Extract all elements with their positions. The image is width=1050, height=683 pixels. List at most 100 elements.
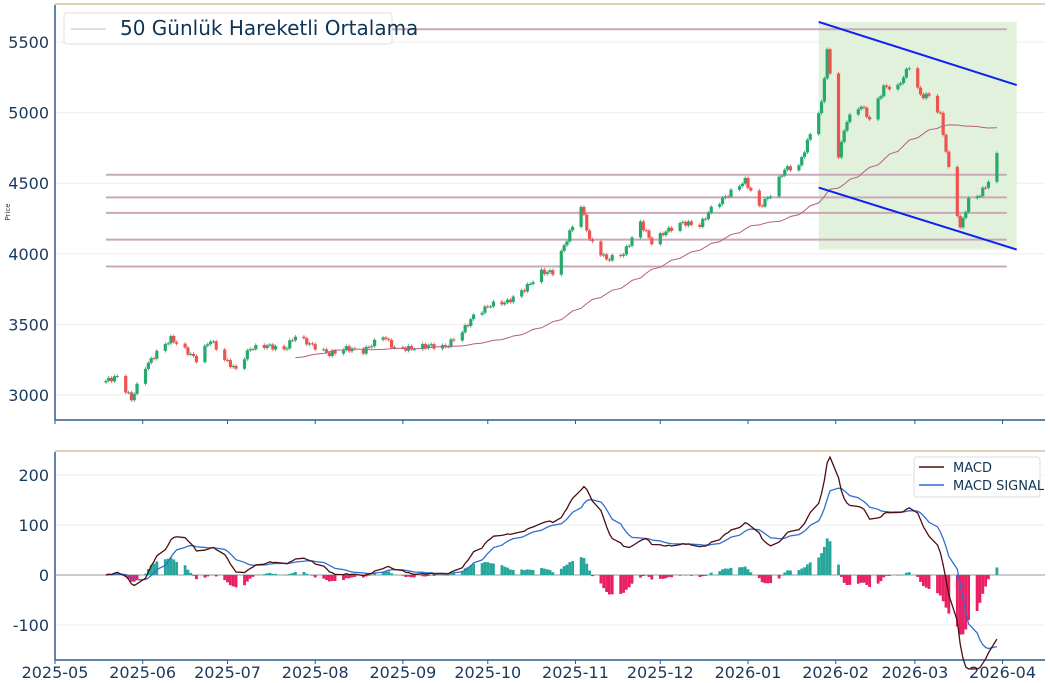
candle-body — [361, 348, 365, 354]
candle-body — [568, 230, 572, 242]
histogram-bar — [390, 573, 393, 575]
histogram-bar — [647, 575, 651, 577]
candle-body — [944, 134, 948, 152]
candle-body — [689, 221, 694, 225]
candle-body — [392, 347, 397, 349]
candle-body — [268, 344, 272, 346]
histogram-bar — [528, 569, 532, 575]
histogram-bar — [888, 575, 891, 576]
histogram-bar — [565, 564, 569, 575]
candle-body — [129, 392, 133, 401]
candle-body — [670, 227, 674, 231]
price-panel: 3000 3500 4000 4500 5000 5500 — [8, 3, 1045, 424]
candle-body — [426, 345, 430, 349]
histogram-bar — [783, 572, 787, 575]
candle-body — [248, 349, 252, 351]
histogram-bar — [842, 575, 846, 583]
histogram-bar — [975, 575, 979, 612]
candle-body — [955, 166, 959, 216]
histogram-bar — [822, 546, 826, 575]
candle-body — [582, 206, 586, 215]
candle-body — [245, 350, 249, 360]
histogram-bar — [426, 575, 430, 576]
histogram-bar — [690, 575, 693, 576]
candle-body — [189, 353, 193, 355]
histogram-bar — [163, 559, 167, 575]
histogram-bar — [480, 563, 484, 575]
legend-ma-label: 50 Günlük Hareketli Ortalama — [120, 16, 418, 40]
candle-body — [112, 376, 116, 382]
histogram-bar — [856, 575, 860, 584]
histogram-bar — [786, 570, 789, 575]
histogram-bar — [808, 562, 812, 575]
candle-body — [701, 218, 705, 227]
histogram-bar — [766, 575, 770, 584]
candle-body — [630, 237, 634, 246]
candle-body — [681, 221, 685, 223]
histogram-bar — [353, 575, 357, 577]
candle-body — [155, 350, 159, 359]
histogram-bar — [183, 565, 187, 575]
x-tick-label: 2026-02 — [802, 663, 869, 682]
candle-body — [460, 332, 464, 341]
histogram-bar — [879, 575, 883, 582]
histogram-bar — [845, 575, 849, 585]
candle-body — [274, 346, 278, 350]
candle-body — [285, 348, 289, 350]
candle-body — [500, 301, 504, 305]
candle-body — [828, 49, 832, 74]
histogram-bar — [987, 575, 990, 580]
y-tick-label: 4000 — [8, 245, 49, 264]
histogram-bar — [452, 573, 456, 575]
candle-body — [183, 343, 187, 348]
candle-body — [254, 344, 258, 350]
candle-body — [333, 350, 337, 354]
histogram-bar — [905, 572, 908, 575]
x-tick-label: 2025-09 — [369, 663, 436, 682]
histogram-bar — [907, 572, 911, 575]
candle-body — [539, 269, 544, 283]
histogram-bar — [921, 575, 925, 587]
candle-body — [310, 343, 314, 345]
candle-body — [313, 344, 317, 350]
histogram-bar — [545, 569, 549, 575]
candle-body — [347, 346, 351, 352]
candle-body — [610, 255, 614, 261]
candle-body — [797, 165, 801, 171]
histogram-bar — [916, 575, 920, 577]
histogram-bar — [401, 575, 405, 576]
candle-body — [887, 86, 892, 90]
histogram-bar — [330, 575, 334, 581]
histogram-bar — [274, 573, 278, 575]
candle-body — [607, 259, 611, 261]
histogram-bar — [803, 567, 806, 575]
legend-signal-label: MACD SIGNAL — [953, 479, 1045, 494]
candle-body — [163, 344, 167, 351]
candle-body — [412, 349, 416, 351]
candle-body — [565, 241, 569, 246]
histogram-bar — [701, 575, 705, 577]
histogram-bar — [347, 575, 351, 579]
histogram-bar — [958, 575, 962, 635]
histogram-bar — [757, 575, 761, 579]
histogram-bar — [760, 575, 764, 583]
candle-body — [203, 345, 207, 363]
histogram-bar — [667, 575, 671, 578]
histogram-bar — [313, 575, 317, 578]
candle-body — [211, 341, 215, 343]
histogram-bar — [500, 565, 504, 575]
candle-body — [489, 306, 493, 308]
candle-body — [856, 109, 860, 115]
histogram-bar — [806, 564, 809, 575]
histogram-bar — [542, 568, 546, 575]
candle-body — [302, 336, 306, 339]
candle-body — [381, 337, 385, 340]
candle-body — [638, 221, 643, 238]
candle-body — [947, 151, 951, 167]
candle-body — [135, 383, 139, 394]
candle-body — [664, 231, 668, 236]
candle-body — [370, 346, 374, 348]
candle-body — [132, 393, 136, 401]
signal-line — [105, 487, 998, 650]
histogram-bar — [859, 575, 863, 583]
